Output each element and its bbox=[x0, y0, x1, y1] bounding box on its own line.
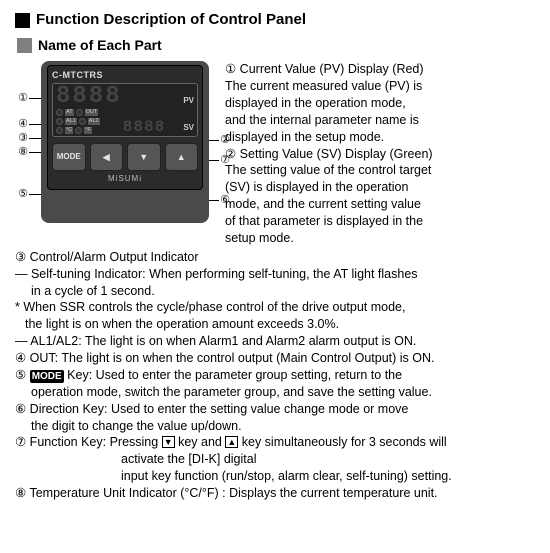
heading2-text: Name of Each Part bbox=[38, 36, 162, 55]
item2-title: ② Setting Value (SV) Display (Green) bbox=[225, 146, 535, 163]
item2-line: (SV) is displayed in the operation bbox=[225, 179, 535, 196]
item2-line: The setting value of the control target bbox=[225, 162, 535, 179]
item2-line: setup mode. bbox=[225, 230, 535, 247]
sv-digit: 8 bbox=[133, 120, 142, 134]
item5-b: operation mode, switch the parameter gro… bbox=[15, 384, 535, 401]
pv-label: PV bbox=[183, 96, 194, 107]
item3-alarm: — AL1/AL2: The light is on when Alarm1 a… bbox=[15, 333, 535, 350]
pv-digit: 8 bbox=[89, 87, 102, 107]
item7-b: activate the [DI-K] digital bbox=[15, 451, 535, 468]
brand-label: C-MTCTRS bbox=[52, 69, 198, 81]
callout-7: ⑦ bbox=[217, 153, 233, 168]
item7: ⑦ Function Key: Pressing ▼ key and ▲ key… bbox=[15, 434, 535, 451]
pv-digit: 8 bbox=[56, 87, 69, 107]
item3-selftune: — Self-tuning Indicator: When performing… bbox=[15, 266, 535, 283]
heading1-text: Function Description of Control Panel bbox=[36, 10, 306, 30]
item1-line: and the internal parameter name is bbox=[225, 112, 535, 129]
indicator-at: ATOUT bbox=[56, 109, 100, 116]
control-panel: C-MTCTRS 8 8 8 8 PV ATOUT bbox=[41, 61, 209, 223]
item6: ⑥ Direction Key: Used to enter the setti… bbox=[15, 401, 535, 418]
item1-line: The current measured value (PV) is bbox=[225, 78, 535, 95]
item3-title: ③ Control/Alarm Output Indicator bbox=[15, 249, 535, 266]
item2-line: mode, and the current setting value bbox=[225, 196, 535, 213]
sv-digit: 8 bbox=[144, 120, 153, 134]
indicator-unit: °C°F bbox=[56, 127, 100, 134]
sv-label: SV bbox=[183, 123, 194, 134]
heading-name-of-each-part: Name of Each Part bbox=[17, 36, 535, 55]
item1-line: displayed in the setup mode. bbox=[225, 129, 535, 146]
down-button[interactable]: ▼ bbox=[127, 143, 161, 171]
item3-ssr-b: the light is on when the operation amoun… bbox=[15, 316, 535, 333]
pv-digit: 8 bbox=[105, 87, 118, 107]
item6-b: the digit to change the value up/down. bbox=[15, 418, 535, 435]
up-button[interactable]: ▲ bbox=[165, 143, 199, 171]
panel-diagram: ① ④ ③ ⑧ ⑤ ② ⑦ ⑥ C-MTCTRS 8 8 bbox=[15, 61, 213, 223]
heading1-bullet bbox=[15, 13, 30, 28]
callout-6: ⑥ bbox=[217, 193, 233, 208]
item8: ⑧ Temperature Unit Indicator (°C/°F) : D… bbox=[15, 485, 535, 502]
left-button[interactable]: ◀ bbox=[90, 143, 124, 171]
mode-badge: MODE bbox=[30, 370, 64, 384]
pv-digit: 8 bbox=[72, 87, 85, 107]
item5: ⑤ MODE Key: Used to enter the parameter … bbox=[15, 367, 535, 384]
sv-digit: 8 bbox=[123, 120, 132, 134]
up-key-icon: ▲ bbox=[225, 436, 238, 448]
sv-digit: 8 bbox=[155, 120, 164, 134]
item4: ④ OUT: The light is on when the control … bbox=[15, 350, 535, 367]
heading2-bullet bbox=[17, 38, 32, 53]
indicator-al: AL1AL2 bbox=[56, 118, 100, 125]
mode-button[interactable]: MODE bbox=[52, 143, 86, 171]
item3-ssr: * When SSR controls the cycle/phase cont… bbox=[15, 299, 535, 316]
description-top: ① Current Value (PV) Display (Red) The c… bbox=[225, 61, 535, 247]
item1-line: displayed in the operation mode, bbox=[225, 95, 535, 112]
down-key-icon: ▼ bbox=[162, 436, 175, 448]
description-body: ③ Control/Alarm Output Indicator — Self-… bbox=[15, 249, 535, 502]
brand-bottom: MiSUMi bbox=[52, 174, 198, 185]
item3-selftune-b: in a cycle of 1 second. bbox=[15, 283, 535, 300]
item7-c: input key function (run/stop, alarm clea… bbox=[15, 468, 535, 485]
heading-function-description: Function Description of Control Panel bbox=[15, 10, 535, 30]
item2-line: of that parameter is displayed in the bbox=[225, 213, 535, 230]
item1-title: ① Current Value (PV) Display (Red) bbox=[225, 61, 535, 78]
pv-display: 8 8 8 8 PV ATOUT AL1AL2 °C°F bbox=[52, 83, 198, 137]
callout-2: ② bbox=[217, 133, 233, 148]
